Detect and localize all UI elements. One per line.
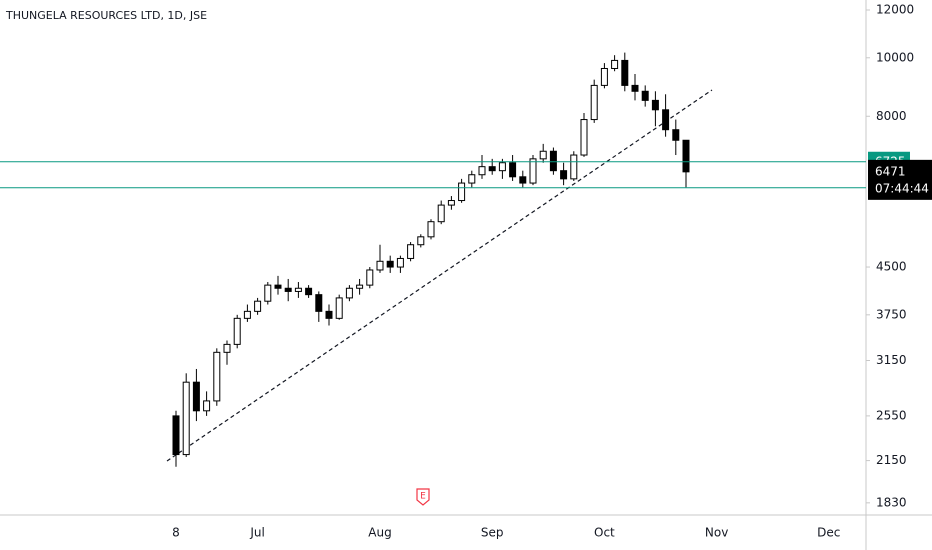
- last-price-label: 6471: [875, 164, 906, 178]
- candle-body: [580, 119, 588, 156]
- candle-body: [254, 300, 262, 312]
- y-tick-label: 3750: [876, 307, 907, 321]
- candle-body: [325, 310, 333, 319]
- candle-body: [498, 162, 506, 172]
- x-tick-label: Aug: [368, 526, 391, 540]
- candle-body: [570, 154, 578, 180]
- candle-body: [366, 269, 374, 286]
- earnings-label: E: [420, 492, 426, 502]
- x-tick-label: Jul: [249, 526, 264, 540]
- candle-body: [427, 221, 435, 238]
- y-tick-label: 1830: [876, 495, 907, 509]
- candle-body: [284, 287, 292, 292]
- candle-body: [631, 84, 639, 92]
- candle-body: [192, 381, 200, 412]
- candle-body: [662, 109, 670, 131]
- candle-body: [396, 257, 404, 268]
- candle-body: [509, 162, 517, 178]
- candle-body: [223, 343, 231, 353]
- y-tick-label: 2150: [876, 453, 907, 467]
- candle-body: [345, 287, 353, 299]
- candle-body: [233, 317, 241, 345]
- x-tick-label: Nov: [705, 526, 728, 540]
- candle-body: [458, 182, 466, 202]
- candle-body: [519, 176, 527, 184]
- x-tick-label: 8: [172, 526, 180, 540]
- candle-body: [356, 284, 364, 289]
- candle-body: [529, 158, 537, 184]
- candle-body: [611, 59, 619, 69]
- candle-body: [203, 400, 211, 412]
- candle-body: [172, 415, 180, 456]
- candle-body: [305, 287, 313, 296]
- candle-body: [488, 166, 496, 172]
- candle-body: [651, 99, 659, 111]
- candle-body: [641, 90, 649, 101]
- candle-body: [539, 150, 547, 160]
- x-tick-label: Sep: [481, 526, 504, 540]
- y-tick-label: 8000: [876, 109, 907, 123]
- countdown-label: 07:44:44: [875, 181, 929, 195]
- y-tick-label: 12000: [876, 3, 914, 17]
- y-tick-label: 2550: [876, 408, 907, 422]
- candle-body: [621, 59, 629, 86]
- candle-body: [672, 129, 680, 141]
- candle-body: [294, 287, 302, 292]
- chart-title: THUNGELA RESOURCES LTD, 1D, JSE: [5, 9, 207, 22]
- candle-body: [335, 297, 343, 319]
- candle-body: [264, 284, 272, 302]
- candle-body: [213, 351, 221, 402]
- candle-body: [274, 284, 282, 289]
- y-tick-label: 10000: [876, 50, 914, 64]
- candle-body: [447, 200, 455, 206]
- candle-body: [590, 84, 598, 121]
- y-tick-label: 3150: [876, 353, 907, 367]
- candle-body: [386, 260, 394, 268]
- candle-body: [182, 381, 190, 456]
- candle-body: [407, 244, 415, 259]
- last-price-box: [868, 159, 932, 200]
- candle-body: [600, 67, 608, 86]
- candle-body: [376, 260, 384, 271]
- candle-body: [549, 150, 557, 172]
- candle-body: [243, 310, 251, 319]
- candle-body: [682, 139, 690, 173]
- candle-body: [560, 170, 568, 180]
- candle-body: [417, 236, 425, 246]
- candle-body: [315, 294, 323, 312]
- x-tick-label: Dec: [817, 526, 840, 540]
- candle-body: [478, 166, 486, 176]
- trend-line: [166, 89, 713, 462]
- x-tick-label: Oct: [594, 526, 615, 540]
- candle-body: [437, 204, 445, 223]
- candle-body: [468, 174, 476, 184]
- earnings-icon: [416, 488, 430, 506]
- y-tick-label: 4500: [876, 260, 907, 274]
